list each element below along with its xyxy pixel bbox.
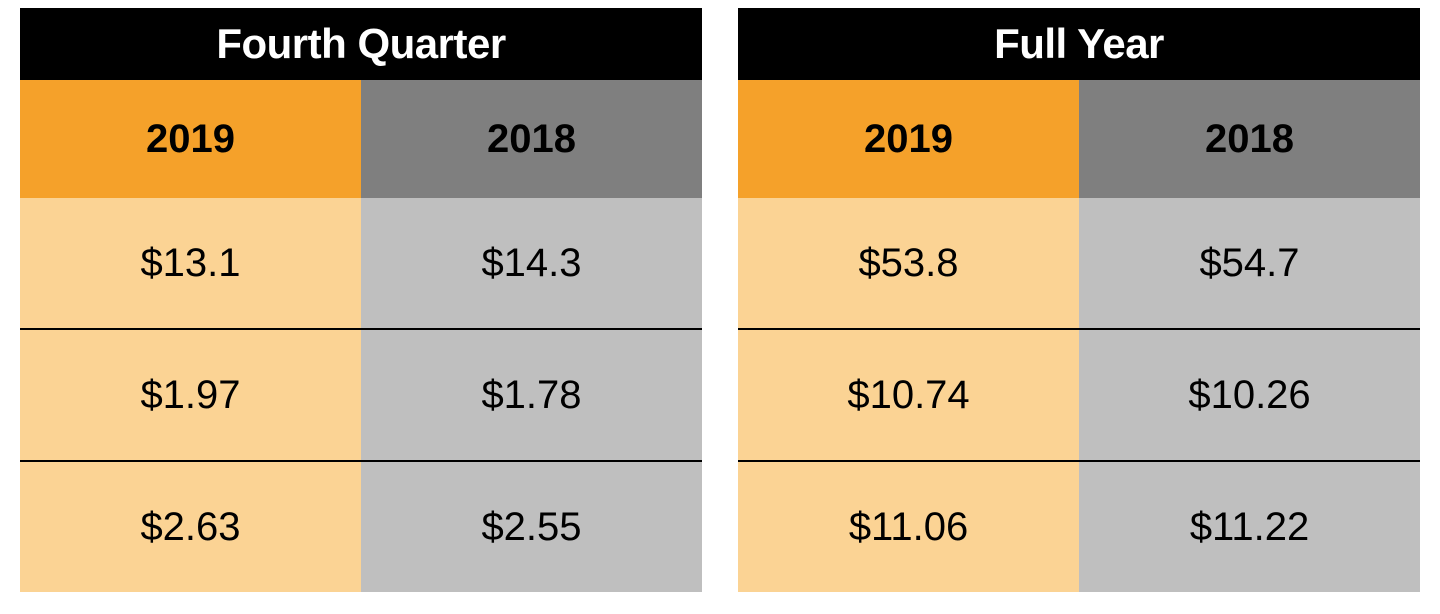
data-cell: $10.74 bbox=[738, 330, 1079, 462]
data-cell: $13.1 bbox=[20, 198, 361, 330]
table-row: $11.06 $11.22 bbox=[738, 462, 1420, 592]
year-header-2018: 2018 bbox=[361, 80, 702, 198]
table-title: Fourth Quarter bbox=[20, 8, 702, 80]
year-header-2018: 2018 bbox=[1079, 80, 1420, 198]
data-cell: $1.97 bbox=[20, 330, 361, 462]
table-row: $2.63 $2.55 bbox=[20, 462, 702, 592]
comparison-tables-container: Fourth Quarter 2019 2018 $13.1 $14.3 $1.… bbox=[0, 0, 1440, 614]
data-cell: $10.26 bbox=[1079, 330, 1420, 462]
data-cell: $1.78 bbox=[361, 330, 702, 462]
table-row: $10.74 $10.26 bbox=[738, 330, 1420, 462]
table-title-row: Full Year bbox=[738, 8, 1420, 80]
table-year-row: 2019 2018 bbox=[738, 80, 1420, 198]
table-row: $53.8 $54.7 bbox=[738, 198, 1420, 330]
data-cell: $11.06 bbox=[738, 462, 1079, 592]
data-cell: $2.63 bbox=[20, 462, 361, 592]
table-title-row: Fourth Quarter bbox=[20, 8, 702, 80]
data-cell: $2.55 bbox=[361, 462, 702, 592]
year-header-2019: 2019 bbox=[738, 80, 1079, 198]
table-full-year: Full Year 2019 2018 $53.8 $54.7 $10.74 $… bbox=[738, 8, 1420, 592]
data-cell: $53.8 bbox=[738, 198, 1079, 330]
data-cell: $14.3 bbox=[361, 198, 702, 330]
table-fourth-quarter: Fourth Quarter 2019 2018 $13.1 $14.3 $1.… bbox=[20, 8, 702, 592]
table-year-row: 2019 2018 bbox=[20, 80, 702, 198]
data-cell: $11.22 bbox=[1079, 462, 1420, 592]
table-row: $13.1 $14.3 bbox=[20, 198, 702, 330]
table-title: Full Year bbox=[738, 8, 1420, 80]
year-header-2019: 2019 bbox=[20, 80, 361, 198]
table-row: $1.97 $1.78 bbox=[20, 330, 702, 462]
data-cell: $54.7 bbox=[1079, 198, 1420, 330]
